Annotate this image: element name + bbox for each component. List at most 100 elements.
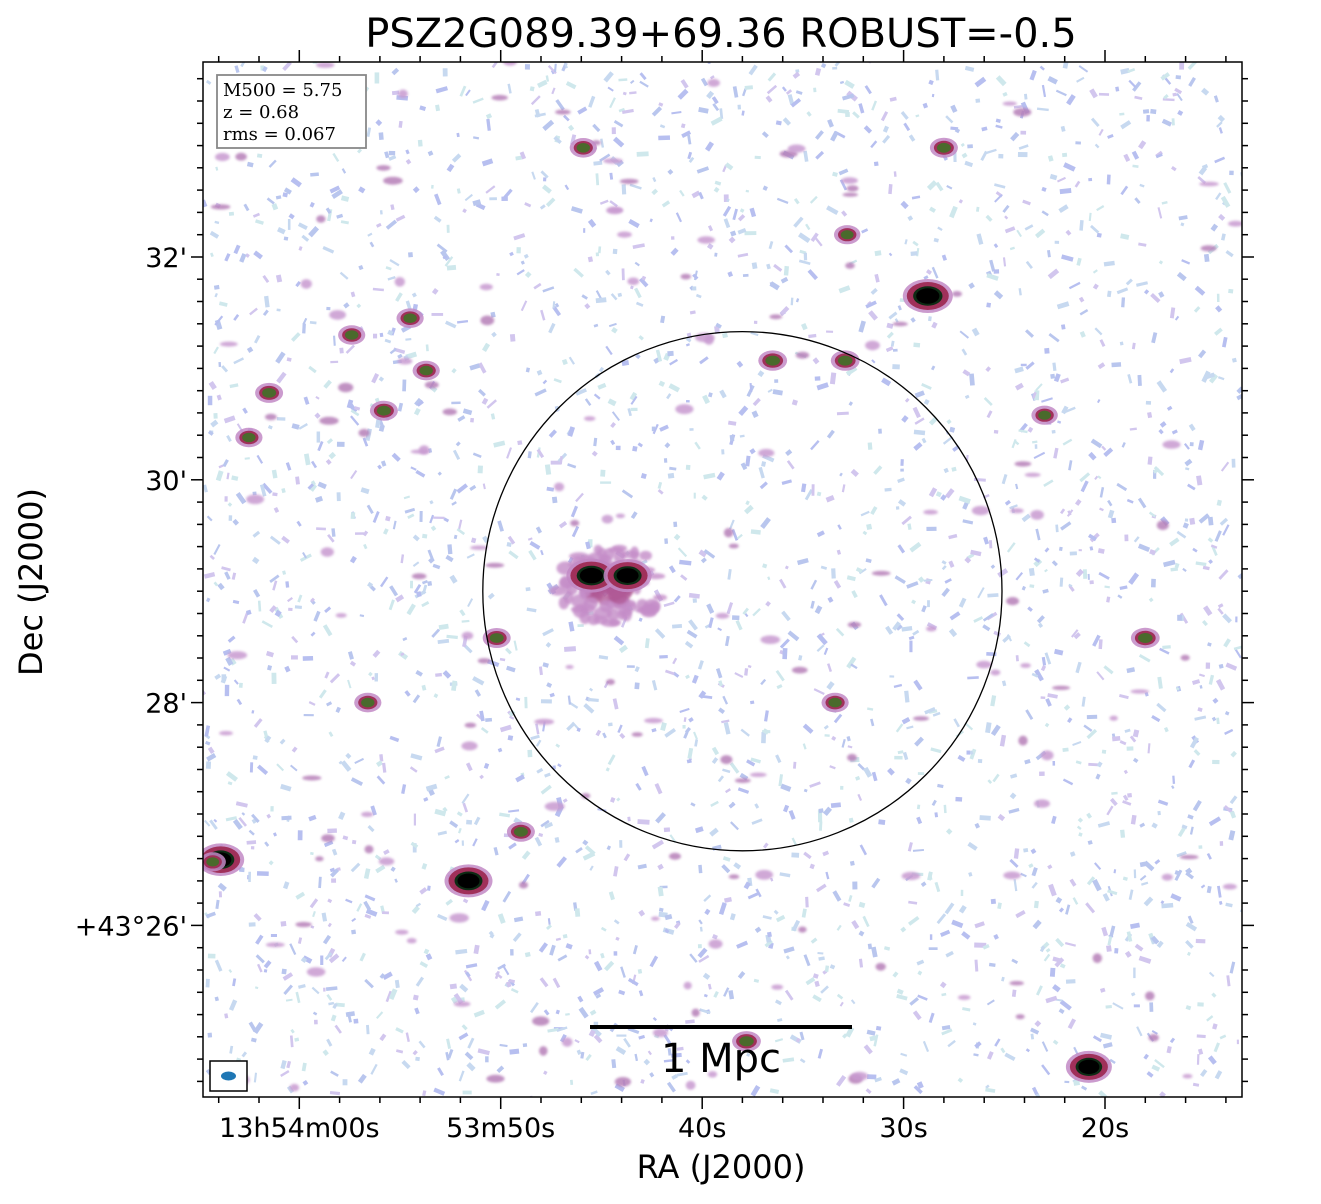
noise-speck [816,633,828,646]
noise-blob [358,428,370,437]
noise-speck [932,711,941,717]
noise-speck [1087,533,1097,542]
noise-speck [1182,522,1189,529]
info-m500: M500 = 5.75 [223,80,342,101]
noise-speck [1222,336,1228,348]
noise-speck [412,694,421,704]
noise-speck [903,122,911,132]
noise-speck [987,779,993,784]
noise-speck [1021,513,1031,523]
noise-blob [361,811,374,818]
noise-speck [967,841,978,851]
noise-speck [1123,153,1131,163]
noise-speck [312,1011,318,1016]
noise-speck [472,452,482,459]
noise-speck [538,666,543,676]
noise-speck [1187,951,1191,956]
noise-speck [228,211,235,216]
noise-speck [611,127,616,135]
noise-speck [1189,442,1194,447]
noise-speck [694,441,701,450]
noise-speck [744,668,749,676]
noise-speck [207,1032,213,1038]
noise-speck [902,751,909,761]
noise-speck [444,775,450,780]
noise-speck [470,417,475,423]
noise-speck [1086,812,1093,819]
noise-speck [892,364,900,370]
noise-speck [926,180,938,191]
noise-speck [206,597,211,603]
noise-speck [879,594,888,607]
noise-speck [737,214,746,222]
noise-speck [437,913,448,922]
noise-speck [722,768,731,774]
noise-speck [1125,278,1133,286]
noise-speck [865,558,872,564]
noise-speck [867,707,874,711]
noise-speck [425,953,433,961]
noise-speck [927,600,930,608]
noise-blob [364,845,374,854]
noise-speck [1064,1080,1070,1084]
noise-speck [466,1062,476,1072]
noise-blob [449,913,469,923]
noise-speck [689,310,696,315]
noise-speck [1217,885,1222,898]
noise-blob [926,625,937,632]
noise-speck [1096,761,1103,768]
noise-blob [651,916,660,921]
noise-speck [810,937,818,944]
noise-speck [735,620,743,631]
noise-speck [1029,584,1035,588]
noise-speck [1081,1085,1088,1091]
noise-speck [241,812,246,816]
noise-speck [1201,87,1210,96]
noise-speck [1147,411,1153,419]
diffuse-blob [600,618,620,627]
plot-frame [202,61,1243,1098]
noise-speck [1098,639,1103,650]
noise-speck [937,226,943,232]
diffuse-blob [603,548,615,560]
noise-speck [983,536,990,545]
noise-speck [943,804,947,814]
noise-speck [654,628,666,639]
noise-blob [669,852,681,860]
noise-speck [204,819,211,827]
noise-speck [1207,1055,1217,1065]
noise-speck [846,575,856,582]
noise-speck [585,541,591,550]
noise-speck [639,72,647,81]
noise-speck [205,978,210,988]
noise-speck [513,916,524,923]
noise-speck [302,317,308,325]
noise-blob [1161,873,1173,881]
noise-speck [290,177,302,188]
noise-speck [1220,195,1231,208]
noise-speck [515,697,521,702]
noise-speck [917,994,928,1001]
noise-speck [697,947,708,959]
noise-speck [465,89,471,97]
noise-speck [419,887,428,895]
noise-speck [224,684,230,697]
noise-speck [1089,546,1094,551]
noise-speck [375,119,383,127]
noise-blob [584,416,596,421]
noise-speck [598,246,602,254]
noise-speck [844,79,855,89]
noise-speck [685,674,690,680]
noise-speck [814,130,824,140]
noise-speck [1193,749,1201,756]
noise-speck [1063,162,1076,172]
noise-speck [649,218,653,223]
noise-speck [253,335,261,344]
noise-speck [1141,881,1149,886]
noise-speck [406,603,416,616]
noise-speck [1096,232,1102,238]
noise-speck [506,541,512,548]
noise-speck [917,772,925,776]
noise-speck [993,269,1000,274]
noise-speck [985,722,992,734]
